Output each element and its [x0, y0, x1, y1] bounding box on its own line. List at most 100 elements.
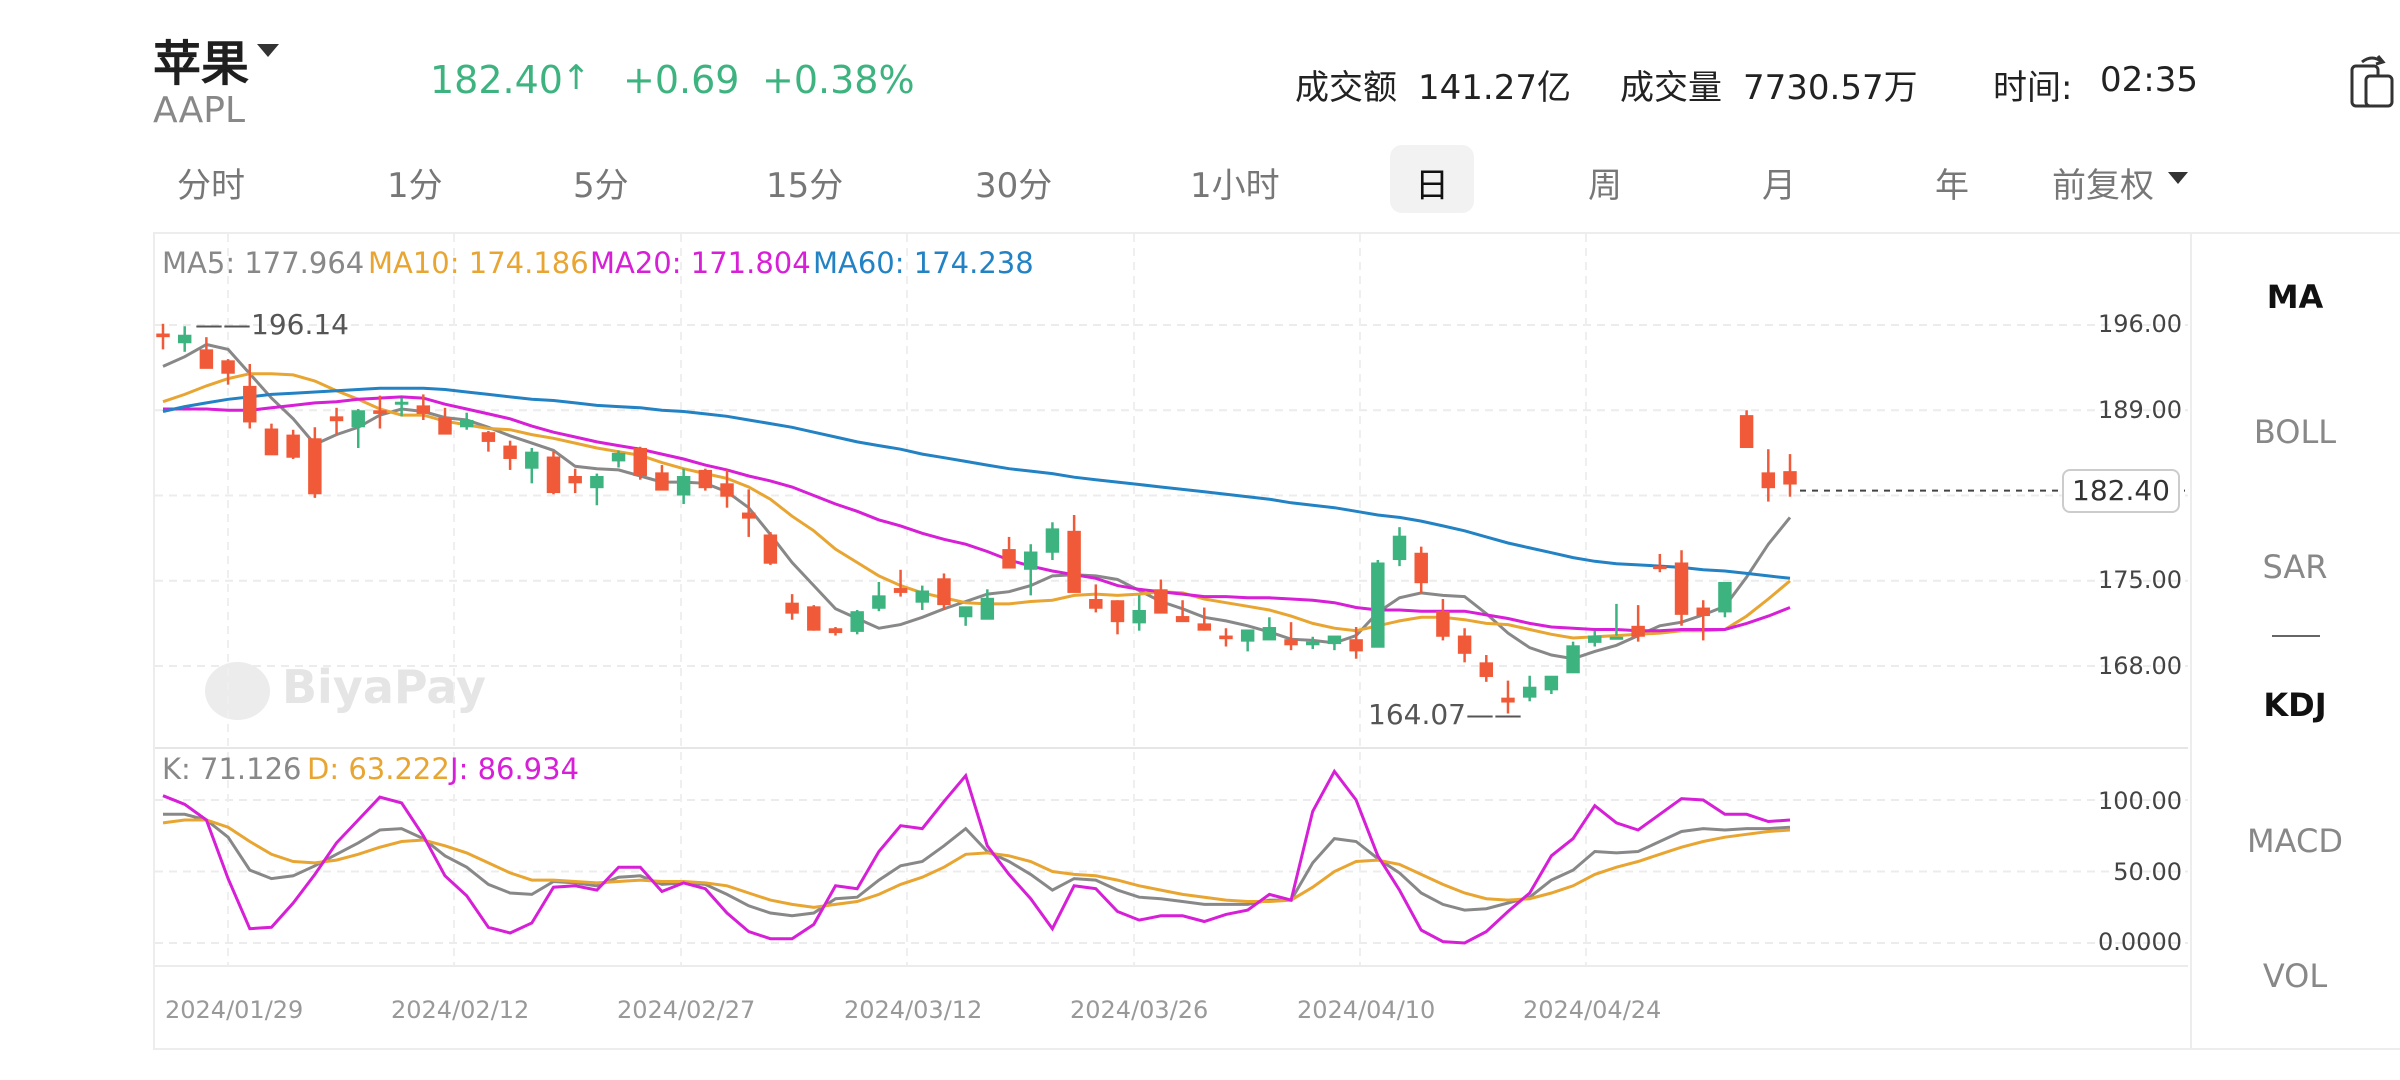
candle-body — [1457, 635, 1472, 654]
indicator-macd[interactable]: MACD — [2247, 822, 2343, 860]
candle-body — [1132, 609, 1146, 624]
candle-body — [1544, 675, 1559, 691]
tab-30min[interactable]: 30分 — [975, 166, 1053, 206]
price-tick-label: 175.00 — [2098, 566, 2182, 594]
date-tick-label: 2024/02/12 — [391, 996, 530, 1024]
ma5-legend: MA5: 177.964 — [162, 246, 365, 280]
candle-body — [546, 456, 561, 494]
candle-body — [980, 597, 995, 620]
candle-body — [1479, 662, 1494, 677]
candle-body — [698, 469, 713, 489]
ma20-name: MA20 — [590, 246, 672, 280]
candle-body — [438, 417, 452, 435]
ma60-name: MA60 — [813, 246, 895, 280]
candle-body — [958, 606, 973, 618]
candle-body — [915, 590, 929, 603]
indicator-ma[interactable]: MA — [2266, 278, 2324, 316]
candle-body — [525, 451, 539, 469]
candle-body — [199, 349, 214, 369]
candle-body — [1067, 530, 1081, 593]
candle-body — [937, 578, 951, 606]
current-price-tag: 182.40 — [2062, 468, 2180, 513]
candle-body — [351, 410, 365, 428]
kdj-j-line — [162, 768, 1791, 945]
rotate-screen-icon[interactable] — [2348, 52, 2396, 110]
k-name: K — [162, 752, 182, 786]
date-tick-label: 2024/02/27 — [617, 996, 756, 1024]
tab-15min[interactable]: 15分 — [766, 166, 844, 206]
indicator-boll[interactable]: BOLL — [2253, 413, 2337, 451]
j-value: 86.934 — [477, 752, 580, 786]
tab-1hour[interactable]: 1小时 — [1190, 166, 1280, 206]
tab-year[interactable]: 年 — [1935, 166, 1969, 206]
candle-body — [1219, 635, 1233, 640]
price-change: +0.69 — [623, 58, 740, 102]
tab-week[interactable]: 周 — [1588, 166, 1622, 206]
candle-body — [807, 606, 821, 631]
period-active-highlight — [1390, 145, 1474, 213]
tab-month[interactable]: 月 — [1762, 166, 1796, 206]
candle-body — [1761, 472, 1776, 489]
candle-body — [1588, 635, 1602, 643]
candle-body — [1024, 551, 1038, 570]
candle-body — [1306, 641, 1320, 646]
tab-5min[interactable]: 5分 — [573, 166, 629, 206]
adjust-mode-dropdown[interactable]: 前复权 — [2052, 166, 2154, 206]
price-tick-label: 168.00 — [2098, 652, 2182, 680]
candle-body — [1110, 600, 1125, 623]
tab-day[interactable]: 日 — [1415, 166, 1449, 206]
indicator-sar[interactable]: SAR — [2262, 548, 2328, 586]
price-change-percent: +0.38% — [762, 58, 915, 102]
candle-body — [459, 419, 474, 428]
candle-body — [1392, 535, 1407, 561]
ma5-line — [162, 342, 1792, 661]
candle-body — [1327, 635, 1342, 645]
time-label: 时间: — [1993, 68, 2073, 108]
kdj-tick-label: 50.00 — [2113, 858, 2182, 886]
candle-body — [416, 405, 431, 414]
stock-name[interactable]: 苹果 — [153, 36, 250, 92]
date-tick-label: 2024/04/10 — [1297, 996, 1436, 1024]
candle-body — [828, 628, 843, 634]
indicator-vol[interactable]: VOL — [2262, 957, 2328, 995]
candle-body — [1175, 616, 1190, 623]
candle-body — [1045, 528, 1060, 553]
ma20-value: 171.804 — [690, 246, 811, 280]
indicator-kdj[interactable]: KDJ — [2263, 686, 2327, 724]
candle-body — [1197, 623, 1212, 631]
price-up-arrow-icon: ↑ — [562, 58, 591, 98]
candle-body — [1240, 629, 1255, 642]
candle-body — [1089, 599, 1103, 609]
ma10-value: 174.186 — [468, 246, 589, 280]
candle-body — [156, 333, 170, 338]
ticker-symbol: AAPL — [153, 90, 246, 131]
stock-switch-caret-icon[interactable] — [257, 44, 279, 57]
ma10-legend: MA10: 174.186 — [368, 246, 589, 280]
candle-body — [1696, 607, 1710, 617]
kdj-tick-label: 0.0000 — [2098, 928, 2182, 956]
ma60-line — [162, 386, 1791, 580]
kdj-tick-label: 100.00 — [2098, 787, 2182, 815]
candle-body — [1371, 562, 1385, 648]
kdj-d-line — [162, 818, 1791, 909]
candle-body — [221, 360, 235, 374]
candle-body — [785, 602, 799, 614]
tab-intraday[interactable]: 分时 — [177, 166, 245, 206]
candle-body — [1674, 562, 1689, 615]
indicator-panel — [2190, 232, 2400, 1050]
low-price-value: 164.07 — [1368, 698, 1466, 731]
candle-body — [1566, 645, 1580, 674]
volume-label: 成交量 — [1620, 68, 1722, 108]
j-legend: J: 86.934 — [450, 752, 580, 786]
ma5-name: MA5 — [162, 246, 226, 280]
adjust-mode-caret-icon[interactable] — [2168, 172, 2188, 184]
candle-body — [590, 476, 604, 489]
ma10-line — [162, 372, 1791, 640]
low-price-marker: 164.07—— — [1368, 698, 1522, 731]
ma20-legend: MA20: 171.804 — [590, 246, 811, 280]
candle-body — [243, 385, 257, 423]
candle-body — [1262, 627, 1277, 641]
tab-1min[interactable]: 1分 — [387, 166, 443, 206]
ma20-line — [163, 395, 1791, 633]
